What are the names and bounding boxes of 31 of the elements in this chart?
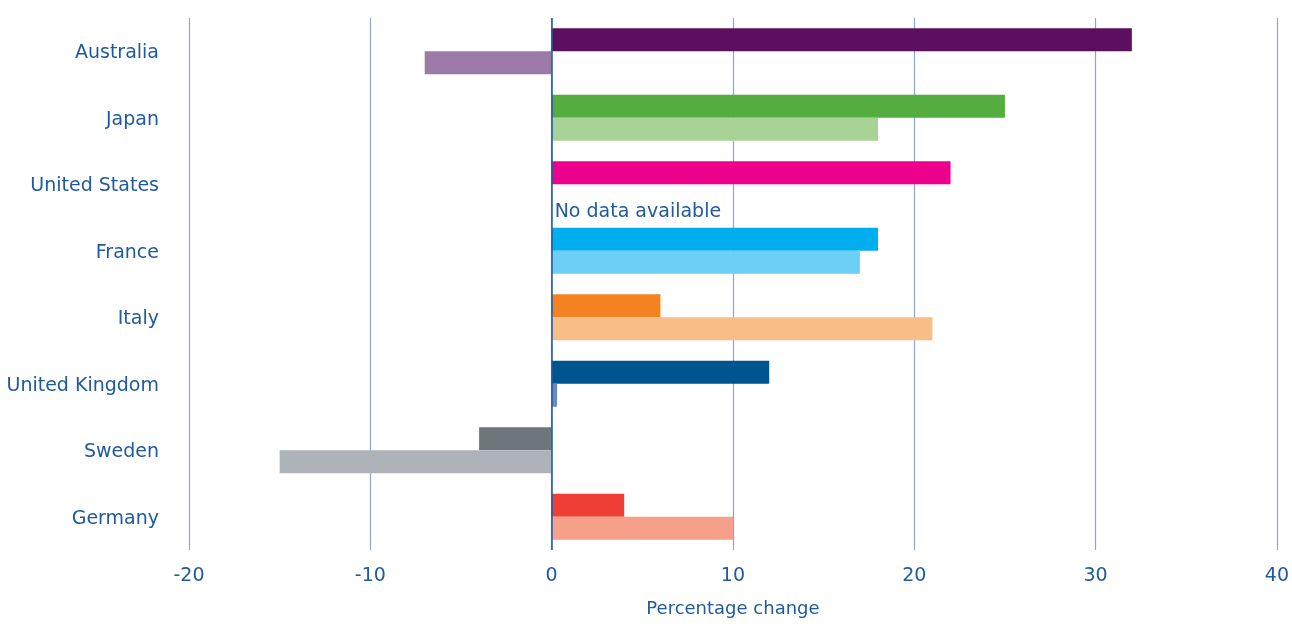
x-tick-label: -10 <box>354 562 386 585</box>
bar <box>551 28 1132 52</box>
y-tick-label: Italy <box>117 306 159 329</box>
y-tick-label: Sweden <box>83 439 159 462</box>
y-tick-label: France <box>95 239 159 262</box>
x-tick-label: 10 <box>720 562 746 585</box>
y-tick-label: United Kingdom <box>6 372 159 395</box>
x-tick-label: 20 <box>902 562 927 585</box>
bar <box>551 250 860 274</box>
x-axis-title: Percentage change <box>646 596 820 618</box>
bar <box>551 493 625 517</box>
bar <box>424 51 552 75</box>
bar <box>551 516 733 540</box>
bar <box>551 94 1005 118</box>
bar <box>479 427 552 451</box>
x-tick-label: -20 <box>173 562 205 585</box>
bar <box>551 360 770 384</box>
bar <box>551 294 661 318</box>
bar <box>551 227 879 251</box>
bar <box>551 317 933 341</box>
y-tick-label: United States <box>30 173 159 196</box>
x-tick-label: 30 <box>1083 562 1108 585</box>
y-tick-label: Germany <box>71 505 159 528</box>
bar <box>279 450 552 474</box>
x-tick-label: 0 <box>545 562 558 585</box>
annotation: No data available <box>554 198 722 221</box>
bar <box>551 161 951 185</box>
y-tick-label: Japan <box>105 106 159 129</box>
y-tick-label: Australia <box>74 40 159 63</box>
x-tick-label: 40 <box>1264 562 1290 585</box>
bar <box>551 117 879 141</box>
